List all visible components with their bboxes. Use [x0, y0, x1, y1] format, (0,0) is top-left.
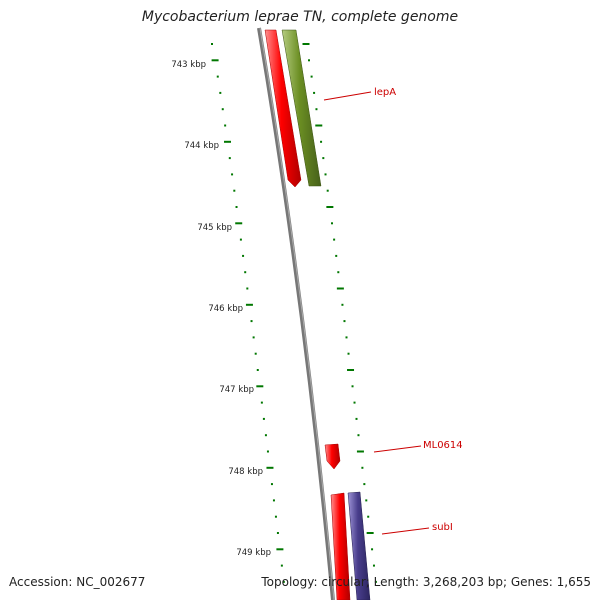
map-title: Mycobacterium leprae TN, complete genome [141, 9, 459, 25]
gc-skew-ticks [302, 43, 377, 583]
kbp-label: 745 kbp [197, 223, 232, 233]
genome-backbone [257, 27, 335, 600]
genome-summary-text: Topology: circular; Length: 3,268,203 bp… [261, 575, 591, 589]
lepA-leader-line [323, 91, 372, 101]
kbp-ruler [211, 43, 285, 583]
gene-label-lepA[interactable]: lepA [374, 87, 396, 98]
kbp-label: 748 kbp [228, 467, 263, 477]
kbp-label: 744 kbp [184, 141, 219, 151]
kbp-label: 747 kbp [219, 385, 254, 395]
gene-subI-forward[interactable] [330, 492, 351, 600]
gene-label-ML0614[interactable]: ML0614 [423, 440, 463, 451]
gene-label-subI[interactable]: subI [432, 522, 453, 533]
genome-backbone-highlight [259, 27, 335, 600]
subI-leader-line [381, 527, 430, 535]
gene-ML0614[interactable] [324, 443, 341, 470]
gene-lepA-cds[interactable] [281, 29, 322, 187]
kbp-label: 743 kbp [171, 60, 206, 70]
gene-subI-cds[interactable] [347, 491, 371, 600]
kbp-label: 746 kbp [208, 304, 243, 314]
kbp-label: 749 kbp [236, 548, 271, 558]
ML0614-leader-line [373, 445, 422, 453]
gene-lepA-forward[interactable] [264, 29, 302, 188]
accession-text: Accession: NC_002677 [9, 575, 146, 589]
